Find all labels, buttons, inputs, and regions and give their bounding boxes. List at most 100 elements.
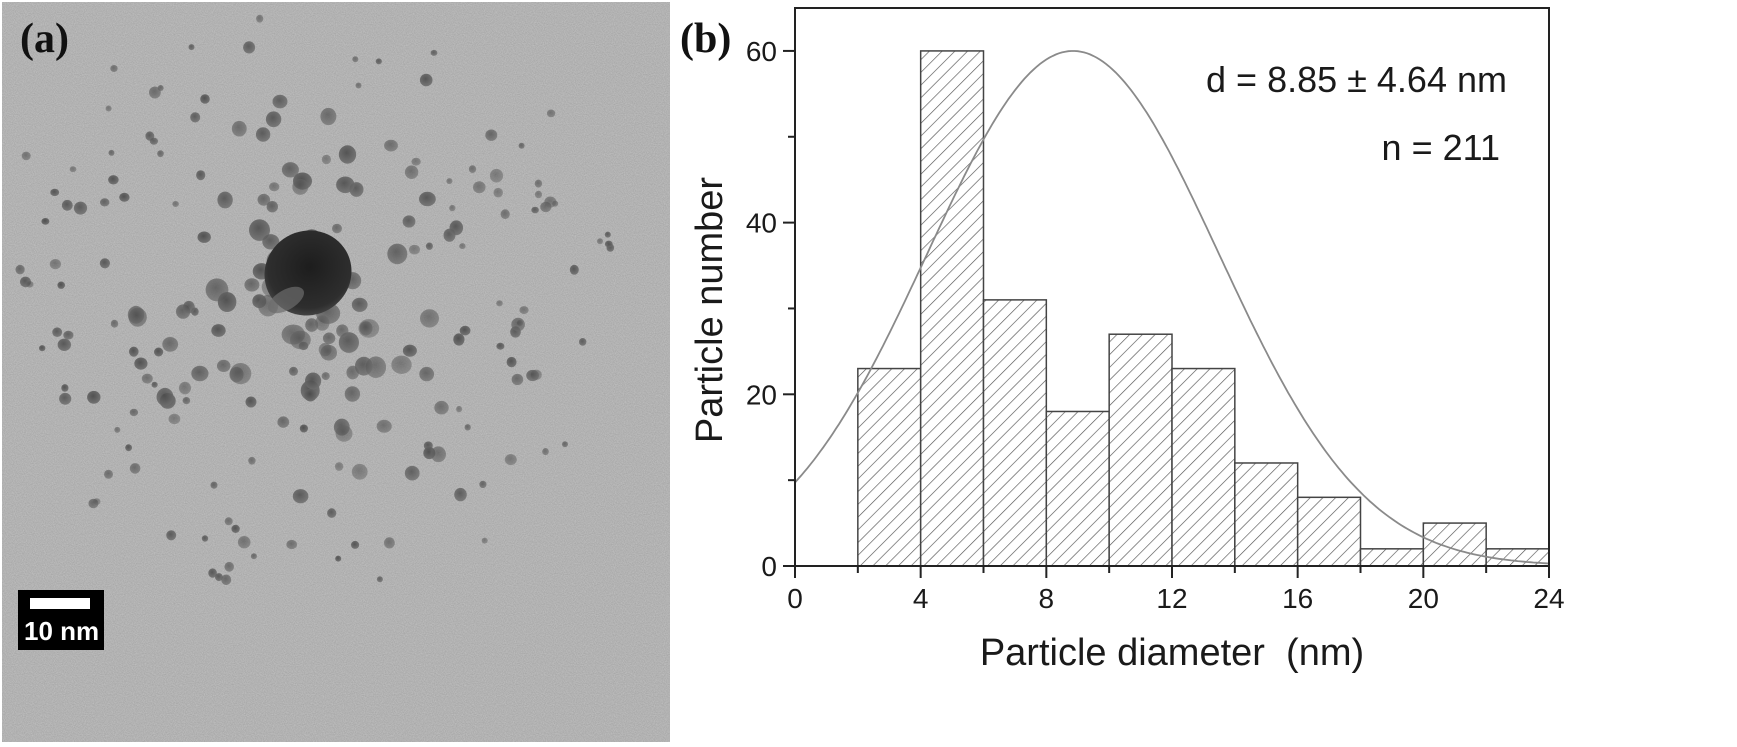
nanoparticle (188, 44, 195, 51)
nanoparticle (449, 204, 456, 212)
nanoparticle (419, 366, 435, 382)
histogram-bar-20-22 (1422, 522, 1487, 567)
nanoparticle (256, 14, 264, 23)
nanoparticle (231, 524, 240, 534)
nanoparticle (534, 190, 543, 199)
nanoparticle (41, 218, 50, 225)
nanoparticle (15, 264, 25, 275)
nanoparticle (335, 555, 342, 562)
nanoparticle (272, 94, 288, 109)
nanoparticle (99, 258, 110, 269)
nanoparticle (434, 400, 449, 415)
nanoparticle (179, 381, 191, 395)
nanoparticle (419, 191, 436, 207)
nanoparticle (266, 201, 278, 213)
nanoparticle (320, 344, 338, 361)
nanoparticle (542, 448, 549, 456)
nanoparticle (277, 416, 290, 428)
nanoparticle (59, 392, 72, 405)
nanoparticle (320, 107, 337, 126)
nanoparticle (257, 193, 271, 206)
nanoparticle (335, 425, 353, 442)
nanoparticle (69, 166, 77, 173)
nanoparticle (200, 94, 210, 104)
nanoparticle (269, 182, 280, 192)
y-tick-label-60: 60 (746, 36, 777, 67)
histogram-bar-14-16 (1234, 462, 1299, 567)
nanoparticle (346, 365, 360, 380)
nanoparticle (21, 151, 31, 161)
nanoparticle (454, 487, 467, 502)
nanoparticle (168, 413, 181, 425)
nanoparticle (496, 300, 503, 307)
nanoparticle (26, 281, 34, 288)
nanoparticle (604, 231, 611, 238)
nanoparticle (449, 220, 464, 236)
nanoparticle (464, 424, 471, 431)
large-nanoparticle-highlight (267, 286, 305, 314)
gaussian-fit-curve (794, 50, 1550, 565)
nanoparticle (108, 149, 115, 156)
nanoparticle (456, 405, 463, 413)
nanoparticle (332, 223, 342, 234)
nanoparticle (496, 342, 505, 350)
nanoparticle (351, 463, 368, 480)
nanoparticle (430, 446, 446, 463)
sample-count-annotation: n = 211 (1382, 127, 1500, 168)
nanoparticle (286, 539, 298, 550)
nanoparticle (322, 332, 336, 345)
nanoparticle (281, 162, 299, 178)
nanoparticle (597, 238, 603, 245)
histogram-bar-12-14 (1171, 367, 1236, 567)
y-tick-label-40: 40 (746, 208, 777, 239)
nanoparticle (166, 530, 177, 541)
nanoparticle (344, 386, 361, 402)
nanoparticle (384, 139, 398, 152)
histogram-bar-4-6 (919, 50, 985, 567)
nanoparticle (154, 347, 164, 357)
nanoparticle (104, 469, 113, 479)
nanoparticle (215, 573, 223, 582)
nanoparticle (321, 372, 330, 381)
nanoparticle (579, 338, 587, 346)
axis-tick-labels: 0 4 8 12 16 20 24 0 20 40 60 (746, 36, 1565, 614)
nanoparticle (376, 576, 383, 583)
nanoparticle (352, 56, 359, 63)
nanoparticle (299, 424, 308, 433)
nanoparticle (351, 540, 360, 549)
nanoparticle (404, 165, 419, 179)
nanoparticle (459, 243, 466, 250)
nanoparticle (425, 242, 433, 250)
nanoparticle (292, 489, 309, 504)
nanoparticle (50, 188, 60, 197)
nanoparticle (248, 456, 256, 465)
nanoparticle (114, 426, 121, 433)
nanoparticle (338, 145, 357, 164)
nanoparticle (57, 338, 71, 351)
nanoparticle (108, 175, 119, 185)
scale-bar (30, 598, 90, 609)
x-tick-label-4: 4 (913, 583, 929, 614)
nanoparticle (479, 480, 487, 489)
nanoparticle (191, 365, 209, 382)
nanoparticle (100, 198, 110, 207)
y-axis-label: Particle number (689, 177, 731, 443)
nanoparticle (172, 201, 179, 207)
nanoparticle (224, 517, 233, 526)
nanoparticle (110, 65, 118, 72)
nanoparticle (61, 199, 73, 211)
y-tick-label-0: 0 (761, 551, 777, 582)
x-tick-label-20: 20 (1408, 583, 1439, 614)
nanoparticle (336, 324, 349, 338)
nanoparticle (493, 187, 503, 198)
nanoparticle (354, 356, 373, 376)
nanoparticle (217, 292, 237, 312)
nanoparticle (511, 373, 524, 386)
nanoparticle (459, 325, 471, 336)
nanoparticle (216, 359, 231, 372)
nanoparticle (92, 498, 101, 505)
nanoparticle (289, 366, 298, 376)
nanoparticle (61, 384, 69, 392)
nanoparticle (49, 259, 62, 270)
nanoparticle (453, 333, 465, 346)
